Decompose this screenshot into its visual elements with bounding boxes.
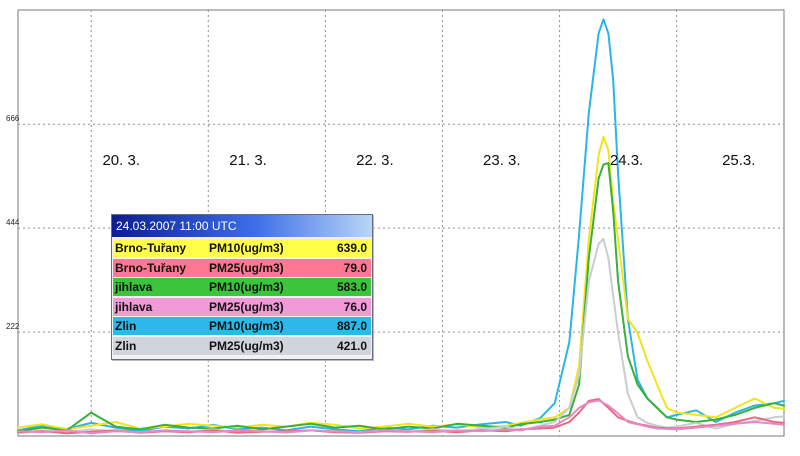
tooltip-station: Zlin (115, 319, 137, 333)
series-line-5 (17, 399, 785, 435)
day-label-3: 23. 3. (483, 152, 521, 169)
day-label-5: 25.3. (722, 152, 756, 169)
tooltip-station: Brno-Tuřany (115, 241, 187, 255)
tooltip-title: 24.03.2007 11:00 UTC (112, 215, 372, 237)
tooltip-row: Zlin PM25(ug/m3) 421.0 (113, 336, 371, 355)
tooltip-value: 79.0 (343, 260, 367, 275)
tooltip-row: Zlin PM10(ug/m3) 887.0 (113, 317, 371, 335)
tooltip-value: 421.0 (336, 338, 367, 353)
tooltip-parameter: PM10(ug/m3) (209, 280, 284, 294)
tooltip-value: 887.0 (336, 319, 367, 333)
tooltip-station: jihlava (115, 280, 153, 294)
tooltip-row: Brno-Tuřany PM10(ug/m3) 639.0 (113, 239, 371, 257)
day-label-1: 21. 3. (229, 152, 267, 169)
tooltip-value: 76.0 (343, 299, 367, 314)
tooltip-parameter: PM25(ug/m3) (209, 260, 284, 275)
tooltip-value: 583.0 (336, 280, 367, 294)
tooltip-station: Brno-Tuřany (115, 260, 187, 275)
tooltip-parameter: PM25(ug/m3) (209, 338, 284, 353)
grid-lines (18, 10, 784, 436)
day-label-4: 24.3. (609, 152, 644, 169)
y-tick-label-0: 222 (6, 322, 20, 332)
tooltip-station: jihlava (115, 299, 153, 314)
series-line-2 (17, 162, 785, 433)
day-label-0: 20. 3. (102, 152, 140, 169)
tooltip-row: jihlava PM10(ug/m3) 583.0 (113, 278, 371, 296)
tooltip-row: Brno-Tuřany PM25(ug/m3) 79.0 (113, 258, 371, 277)
tooltip-station: Zlin (115, 338, 137, 353)
tooltip-parameter: PM25(ug/m3) (209, 299, 284, 314)
tooltip-parameter: PM10(ug/m3) (209, 241, 284, 255)
tooltip-row: jihlava PM25(ug/m3) 76.0 (113, 297, 371, 316)
series-line-1 (17, 135, 785, 431)
series-layer (17, 18, 785, 435)
tooltip-parameter: PM10(ug/m3) (209, 319, 284, 333)
data-tooltip: 24.03.2007 11:00 UTC Brno-Tuřany PM10(ug/… (111, 214, 373, 360)
y-tick-label-1: 444 (6, 218, 20, 228)
tooltip-value: 639.0 (336, 241, 367, 255)
y-tick-label-2: 666 (6, 114, 20, 124)
day-label-2: 22. 3. (356, 152, 394, 169)
